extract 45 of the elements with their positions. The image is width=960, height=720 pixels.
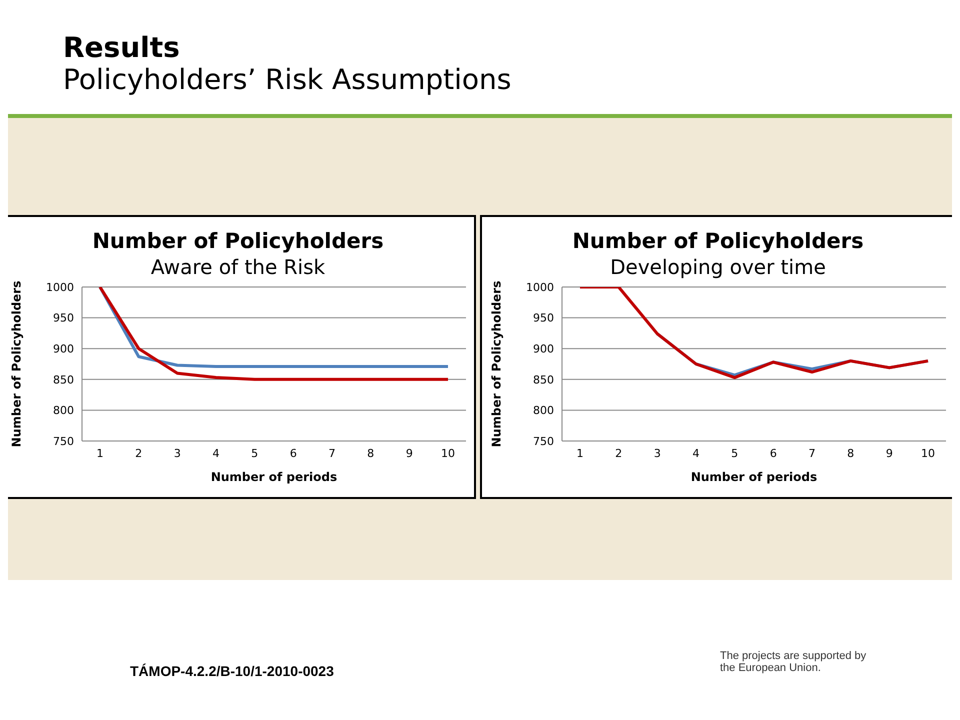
chart-subtitle: Developing over time bbox=[609, 255, 827, 279]
x-tick-label: 4 bbox=[212, 446, 220, 460]
y-tick-label: 750 bbox=[533, 434, 554, 448]
x-tick-label: 7 bbox=[328, 446, 336, 460]
x-tick-label: 4 bbox=[692, 446, 700, 460]
y-tick-label: 1000 bbox=[46, 280, 74, 294]
x-tick-label: 5 bbox=[251, 446, 258, 460]
x-axis-title: Number of periods bbox=[690, 470, 818, 484]
y-tick-label: 800 bbox=[533, 404, 554, 418]
y-tick-label: 800 bbox=[53, 404, 74, 418]
x-axis-title: Number of periods bbox=[210, 470, 338, 484]
text: Policyholders’ Risk Assumptions bbox=[63, 63, 512, 96]
x-tick-label: 8 bbox=[367, 446, 374, 460]
y-tick-label: 750 bbox=[53, 434, 74, 448]
x-tick-label: 3 bbox=[174, 446, 181, 460]
y-tick-label: 900 bbox=[533, 342, 554, 356]
x-tick-label: 1 bbox=[96, 446, 104, 460]
x-tick-label: 6 bbox=[290, 446, 297, 460]
y-axis-title: Number of Policyholders bbox=[9, 280, 24, 448]
chart-title: Number of Policyholders bbox=[571, 229, 865, 253]
line-series bbox=[578, 287, 930, 380]
y-tick-label: 950 bbox=[53, 312, 74, 325]
y-tick-label: 1000 bbox=[526, 280, 554, 294]
x-tick-label: 10 bbox=[441, 446, 455, 460]
x-tick-label: 1 bbox=[576, 446, 584, 460]
y-tick-label: 850 bbox=[533, 373, 554, 386]
x-tick-label: 5 bbox=[731, 446, 738, 460]
x-tick-label: 2 bbox=[135, 446, 142, 460]
x-tick-label: 2 bbox=[615, 446, 622, 460]
y-tick-label: 900 bbox=[53, 342, 74, 356]
x-tick-label: 10 bbox=[921, 446, 935, 460]
y-axis-title: Number of Policyholders bbox=[489, 280, 504, 448]
x-tick-label: 3 bbox=[654, 446, 661, 460]
text: The projects are supported by the European Union. bbox=[720, 650, 868, 674]
text: Results bbox=[63, 31, 181, 64]
x-tick-label: 8 bbox=[847, 446, 854, 460]
x-tick-label: 9 bbox=[406, 446, 413, 460]
y-tick-label: 850 bbox=[53, 373, 74, 386]
x-tick-label: 7 bbox=[808, 446, 816, 460]
x-tick-label: 9 bbox=[886, 446, 893, 460]
text: TÁMOP-4.2.2/B-10/1-2010-0023 bbox=[130, 663, 334, 679]
x-tick-label: 6 bbox=[770, 446, 777, 460]
y-tick-label: 950 bbox=[533, 312, 554, 325]
chart-title: Number of Policyholders bbox=[91, 229, 385, 253]
chart-subtitle: Aware of the Risk bbox=[150, 255, 326, 279]
